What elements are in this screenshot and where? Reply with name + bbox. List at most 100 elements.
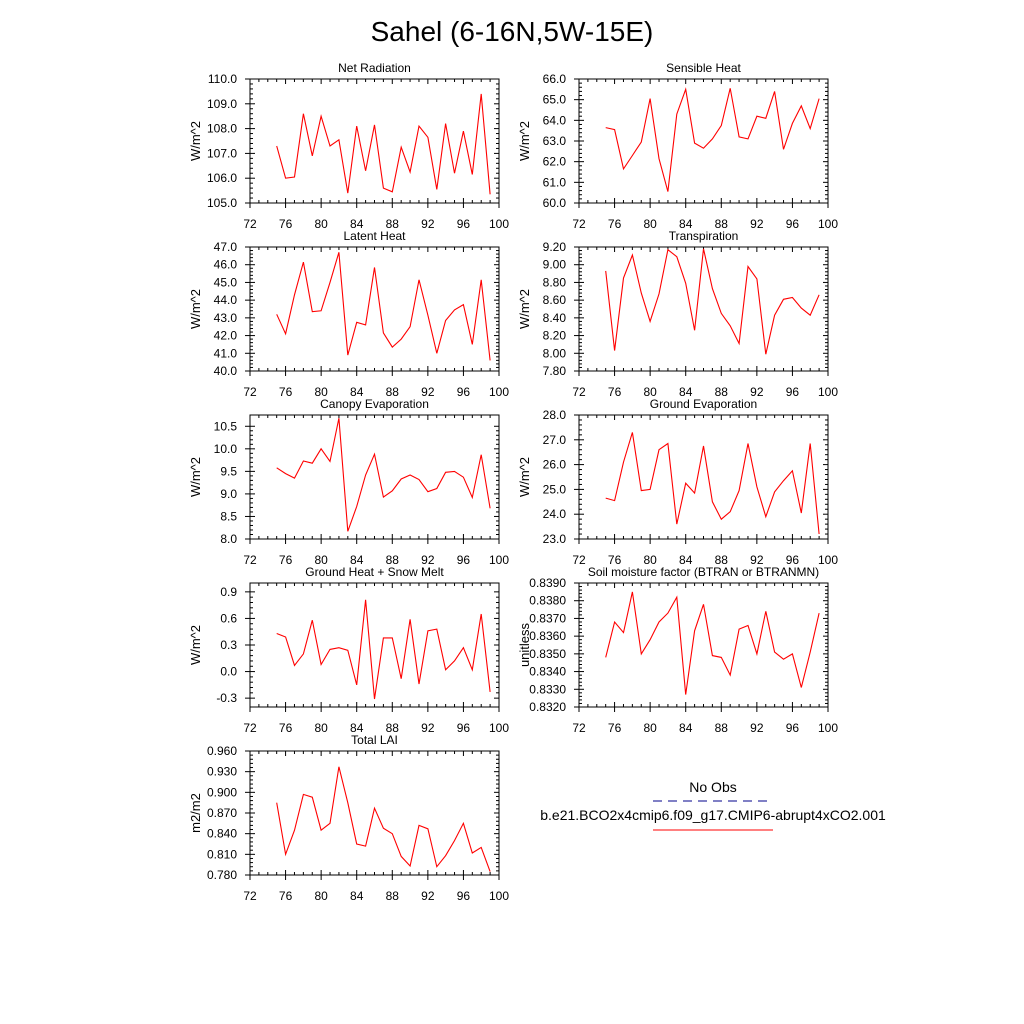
panel-2: Sensible Heat W/m^2 72 76 80 84 88 92 96 100 60.0 6… bbox=[517, 61, 838, 231]
y-tick-label: 0.810 bbox=[207, 847, 237, 861]
series-line bbox=[605, 248, 820, 355]
x-tick-label: 100 bbox=[489, 385, 509, 399]
panel-title: Latent Heat bbox=[343, 229, 406, 243]
y-tick-label: 0.960 bbox=[207, 744, 237, 758]
x-tick-label: 80 bbox=[314, 889, 328, 903]
y-tick-label: 0.840 bbox=[207, 827, 237, 841]
x-tick-label: 92 bbox=[421, 553, 435, 567]
x-tick-label: 80 bbox=[314, 721, 328, 735]
y-tick-label: 7.80 bbox=[543, 364, 567, 378]
x-tick-label: 92 bbox=[750, 385, 764, 399]
x-tick-label: 100 bbox=[818, 385, 838, 399]
x-tick-label: 88 bbox=[715, 553, 729, 567]
x-tick-label: 88 bbox=[386, 553, 400, 567]
y-tick-label: 27.0 bbox=[543, 433, 567, 447]
legend: No Obs b.e21.BCO2x4cmip6.f09_g17.CMIP6-a… bbox=[540, 779, 886, 831]
y-tick-label: 25.0 bbox=[543, 482, 567, 496]
x-tick-label: 96 bbox=[786, 553, 800, 567]
series-line bbox=[276, 599, 491, 700]
x-tick-label: 88 bbox=[386, 385, 400, 399]
y-tick-label: 24.0 bbox=[543, 507, 567, 521]
x-tick-label: 96 bbox=[786, 721, 800, 735]
series-line bbox=[276, 252, 491, 361]
y-tick-label: 0.8380 bbox=[529, 594, 566, 608]
x-tick-label: 80 bbox=[314, 385, 328, 399]
y-axis-label: W/m^2 bbox=[188, 121, 203, 161]
y-tick-label: 44.0 bbox=[214, 293, 238, 307]
x-tick-label: 80 bbox=[643, 385, 657, 399]
y-tick-label: 107.0 bbox=[207, 146, 237, 160]
y-tick-label: 60.0 bbox=[543, 196, 567, 210]
panel-title: Net Radiation bbox=[338, 61, 411, 75]
panel-title: Soil moisture factor (BTRAN or BTRANMN) bbox=[588, 565, 819, 579]
series-line bbox=[276, 93, 491, 195]
panel-title: Canopy Evaporation bbox=[320, 397, 429, 411]
x-tick-label: 76 bbox=[279, 553, 293, 567]
x-tick-label: 76 bbox=[279, 721, 293, 735]
x-tick-label: 92 bbox=[750, 553, 764, 567]
x-tick-label: 84 bbox=[350, 385, 364, 399]
x-tick-label: 100 bbox=[818, 553, 838, 567]
y-tick-label: 23.0 bbox=[543, 532, 567, 546]
series-line bbox=[605, 87, 820, 192]
panel-9: Total LAI m2/m2 72 76 80 84 88 92 96 100 0.780 0.81… bbox=[188, 733, 509, 903]
y-axis-label: W/m^2 bbox=[188, 457, 203, 497]
x-tick-label: 92 bbox=[750, 217, 764, 231]
x-tick-label: 72 bbox=[572, 553, 586, 567]
y-tick-label: 0.6 bbox=[220, 611, 237, 625]
y-tick-label: -0.3 bbox=[216, 691, 237, 705]
y-tick-label: 8.40 bbox=[543, 311, 567, 325]
x-tick-label: 76 bbox=[608, 553, 622, 567]
x-tick-label: 80 bbox=[314, 217, 328, 231]
y-axis-label: W/m^2 bbox=[188, 289, 203, 329]
series-line bbox=[276, 766, 491, 872]
panel-6: Ground Evaporation W/m^2 72 76 80 84 88 92 96 100… bbox=[517, 397, 838, 567]
y-tick-label: 9.0 bbox=[220, 487, 237, 501]
x-tick-label: 96 bbox=[457, 721, 471, 735]
y-tick-label: 0.3 bbox=[220, 638, 237, 652]
y-tick-label: 40.0 bbox=[214, 364, 238, 378]
y-tick-label: 0.930 bbox=[207, 765, 237, 779]
series-line bbox=[605, 432, 820, 535]
figure-title: Sahel (6-16N,5W-15E) bbox=[371, 16, 654, 47]
x-tick-label: 88 bbox=[715, 721, 729, 735]
panel-7: Ground Heat + Snow Melt W/m^2 72 76 80 84 88 92… bbox=[188, 565, 509, 735]
x-tick-label: 96 bbox=[786, 385, 800, 399]
x-tick-label: 76 bbox=[279, 385, 293, 399]
y-tick-label: 0.8360 bbox=[529, 629, 566, 643]
panel-title: Ground Evaporation bbox=[650, 397, 757, 411]
x-tick-label: 76 bbox=[608, 385, 622, 399]
x-tick-label: 88 bbox=[715, 217, 729, 231]
y-tick-label: 108.0 bbox=[207, 122, 237, 136]
panel-3: Latent Heat W/m^2 72 76 80 84 88 92 96 100 40.0 41.… bbox=[188, 229, 509, 399]
y-tick-label: 0.8390 bbox=[529, 576, 566, 590]
y-tick-label: 0.8320 bbox=[529, 700, 566, 714]
x-tick-label: 76 bbox=[608, 217, 622, 231]
x-tick-label: 92 bbox=[421, 721, 435, 735]
panel-title: Ground Heat + Snow Melt bbox=[305, 565, 444, 579]
x-tick-label: 96 bbox=[457, 889, 471, 903]
y-tick-label: 8.80 bbox=[543, 275, 567, 289]
x-tick-label: 84 bbox=[679, 385, 693, 399]
y-tick-label: 0.900 bbox=[207, 785, 237, 799]
x-tick-label: 80 bbox=[643, 721, 657, 735]
x-tick-label: 84 bbox=[679, 553, 693, 567]
x-tick-label: 72 bbox=[572, 217, 586, 231]
legend-model-label: b.e21.BCO2x4cmip6.f09_g17.CMIP6-abrupt4x… bbox=[540, 807, 886, 823]
y-tick-label: 64.0 bbox=[543, 113, 567, 127]
x-tick-label: 88 bbox=[386, 721, 400, 735]
x-tick-label: 72 bbox=[243, 217, 257, 231]
y-tick-label: 8.20 bbox=[543, 329, 567, 343]
y-tick-label: 10.5 bbox=[214, 419, 238, 433]
panel-title: Transpiration bbox=[669, 229, 739, 243]
series-line bbox=[605, 591, 820, 695]
x-tick-label: 80 bbox=[314, 553, 328, 567]
y-axis-label: m2/m2 bbox=[188, 793, 203, 833]
y-tick-label: 9.5 bbox=[220, 464, 237, 478]
x-tick-label: 88 bbox=[386, 889, 400, 903]
y-tick-label: 0.8330 bbox=[529, 682, 566, 696]
series-line bbox=[276, 418, 491, 532]
legend-obs-label: No Obs bbox=[689, 779, 736, 795]
